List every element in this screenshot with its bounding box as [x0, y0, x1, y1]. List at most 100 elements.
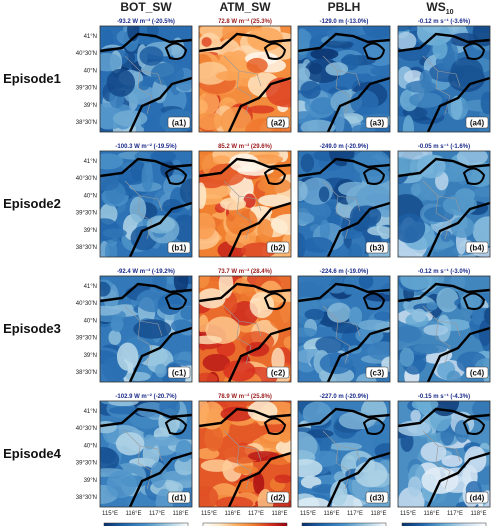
lat-tick-label: 39°N: [84, 228, 97, 234]
map-contour-blob: [215, 496, 254, 507]
map-contour-blob: [199, 112, 224, 131]
panel-annotation: -92.4 W m⁻² (-19.2%): [117, 268, 175, 275]
province-boundary: [199, 32, 291, 53]
map-contour-blob: [298, 497, 330, 507]
district-boundary: [337, 195, 361, 212]
map-contour-blob: [173, 276, 189, 294]
map-panel: [199, 151, 291, 257]
lon-tick-label: 117°E: [447, 511, 463, 517]
map-contour-blob: [109, 406, 140, 415]
column-title-sub: 10: [446, 9, 454, 16]
map-contour-blob: [400, 276, 433, 291]
column-title-main: WS: [426, 0, 445, 14]
map-contour-blob: [129, 196, 147, 223]
map-contour-blob: [411, 401, 439, 411]
map-contour-blob: [331, 322, 361, 334]
panel-label-box: [365, 491, 389, 504]
map-contour-blob: [100, 447, 120, 473]
colorbar: [401, 522, 487, 526]
district-boundary: [238, 445, 262, 462]
map-contour-blob: [357, 319, 390, 331]
map-panel: [298, 26, 390, 132]
map-panel: [199, 401, 291, 507]
lon-tick-label: 115°E: [201, 511, 217, 517]
map-contour-blob: [348, 243, 363, 257]
province-boundary: [326, 326, 390, 382]
panel-label: (a1): [172, 119, 187, 128]
city-boundary: [362, 42, 386, 60]
city-boundary: [362, 292, 386, 310]
panel-annotation: 73.7 W m⁻² (28.4%): [218, 268, 272, 275]
map-contour-blob: [154, 363, 167, 378]
row-label: Episode3: [3, 321, 61, 336]
lat-tick-label: 40°30'N: [76, 176, 97, 182]
panel-label: (d2): [271, 494, 286, 503]
map-contour-blob: [308, 62, 323, 75]
panel-frame: [397, 400, 491, 508]
lon-tick-label: 118°E: [371, 511, 387, 517]
map-contour-blob: [411, 308, 427, 323]
province-boundary: [227, 451, 291, 507]
map-panel: [199, 276, 291, 382]
lon-tick-label: 118°E: [272, 511, 288, 517]
district-boundary: [238, 70, 262, 87]
map-contour-blob: [350, 89, 379, 115]
colorbar: [202, 522, 288, 526]
city-boundary: [164, 292, 188, 310]
district-boundary: [337, 70, 361, 87]
map-contour-blob: [112, 110, 148, 127]
map-panel: [100, 401, 192, 507]
lat-tick-label: 38°30'N: [76, 495, 97, 501]
map-contour-blob: [348, 306, 363, 326]
district-boundary: [337, 320, 361, 337]
map-contour-blob: [199, 372, 218, 382]
map-contour-blob: [300, 153, 315, 173]
panel-annotation: -102.9 W m⁻² (-20.7%): [115, 393, 176, 400]
map-contour-blob: [199, 212, 216, 240]
province-boundary: [227, 326, 291, 382]
district-boundary: [139, 320, 163, 337]
province-boundary: [326, 201, 390, 257]
panel-annotation: -129.0 m (-13.0%): [320, 19, 369, 25]
map-contour-blob: [100, 153, 124, 170]
map-contour-blob: [403, 70, 424, 84]
map-contour-blob: [145, 436, 183, 446]
map-contour-blob: [473, 186, 490, 198]
panel-annotation: 72.8 W m⁻² (25.3%): [218, 18, 272, 25]
map-contour-blob: [300, 119, 336, 132]
district-boundary: [238, 195, 262, 212]
lat-tick-label: 39°30'N: [76, 461, 97, 467]
panel-label-box: [465, 241, 489, 254]
city-boundary: [263, 292, 287, 310]
map-contour-blob: [100, 175, 120, 191]
map-contour-blob: [373, 311, 390, 321]
province-boundary: [398, 157, 490, 178]
map-contour-blob: [174, 456, 192, 476]
map-contour-blob: [279, 432, 291, 443]
map-contour-blob: [171, 159, 183, 180]
province-boundary: [227, 201, 291, 257]
map-contour-blob: [233, 465, 258, 474]
map-contour-blob: [106, 470, 137, 498]
map-contour-blob: [298, 232, 306, 257]
province-boundary: [426, 326, 490, 382]
panel-frame: [99, 400, 193, 508]
map-contour-blob: [274, 474, 291, 484]
province-boundary: [398, 32, 490, 53]
lat-tick-label: 40°N: [84, 68, 97, 74]
panel-frame: [397, 150, 491, 258]
row-label: Episode2: [3, 196, 61, 211]
map-contour-blob: [275, 98, 291, 108]
panel-frame: [198, 400, 292, 508]
district-boundary: [337, 445, 361, 462]
panel-label: (a3): [370, 119, 385, 128]
map-contour-blob: [456, 151, 488, 166]
map-contour-blob: [402, 115, 415, 132]
map-contour-blob: [416, 154, 446, 179]
panel-frame: [198, 25, 292, 133]
map-contour-blob: [108, 401, 139, 407]
panel-frame: [99, 275, 193, 383]
map-contour-blob: [271, 347, 285, 373]
city-boundary: [263, 42, 287, 60]
